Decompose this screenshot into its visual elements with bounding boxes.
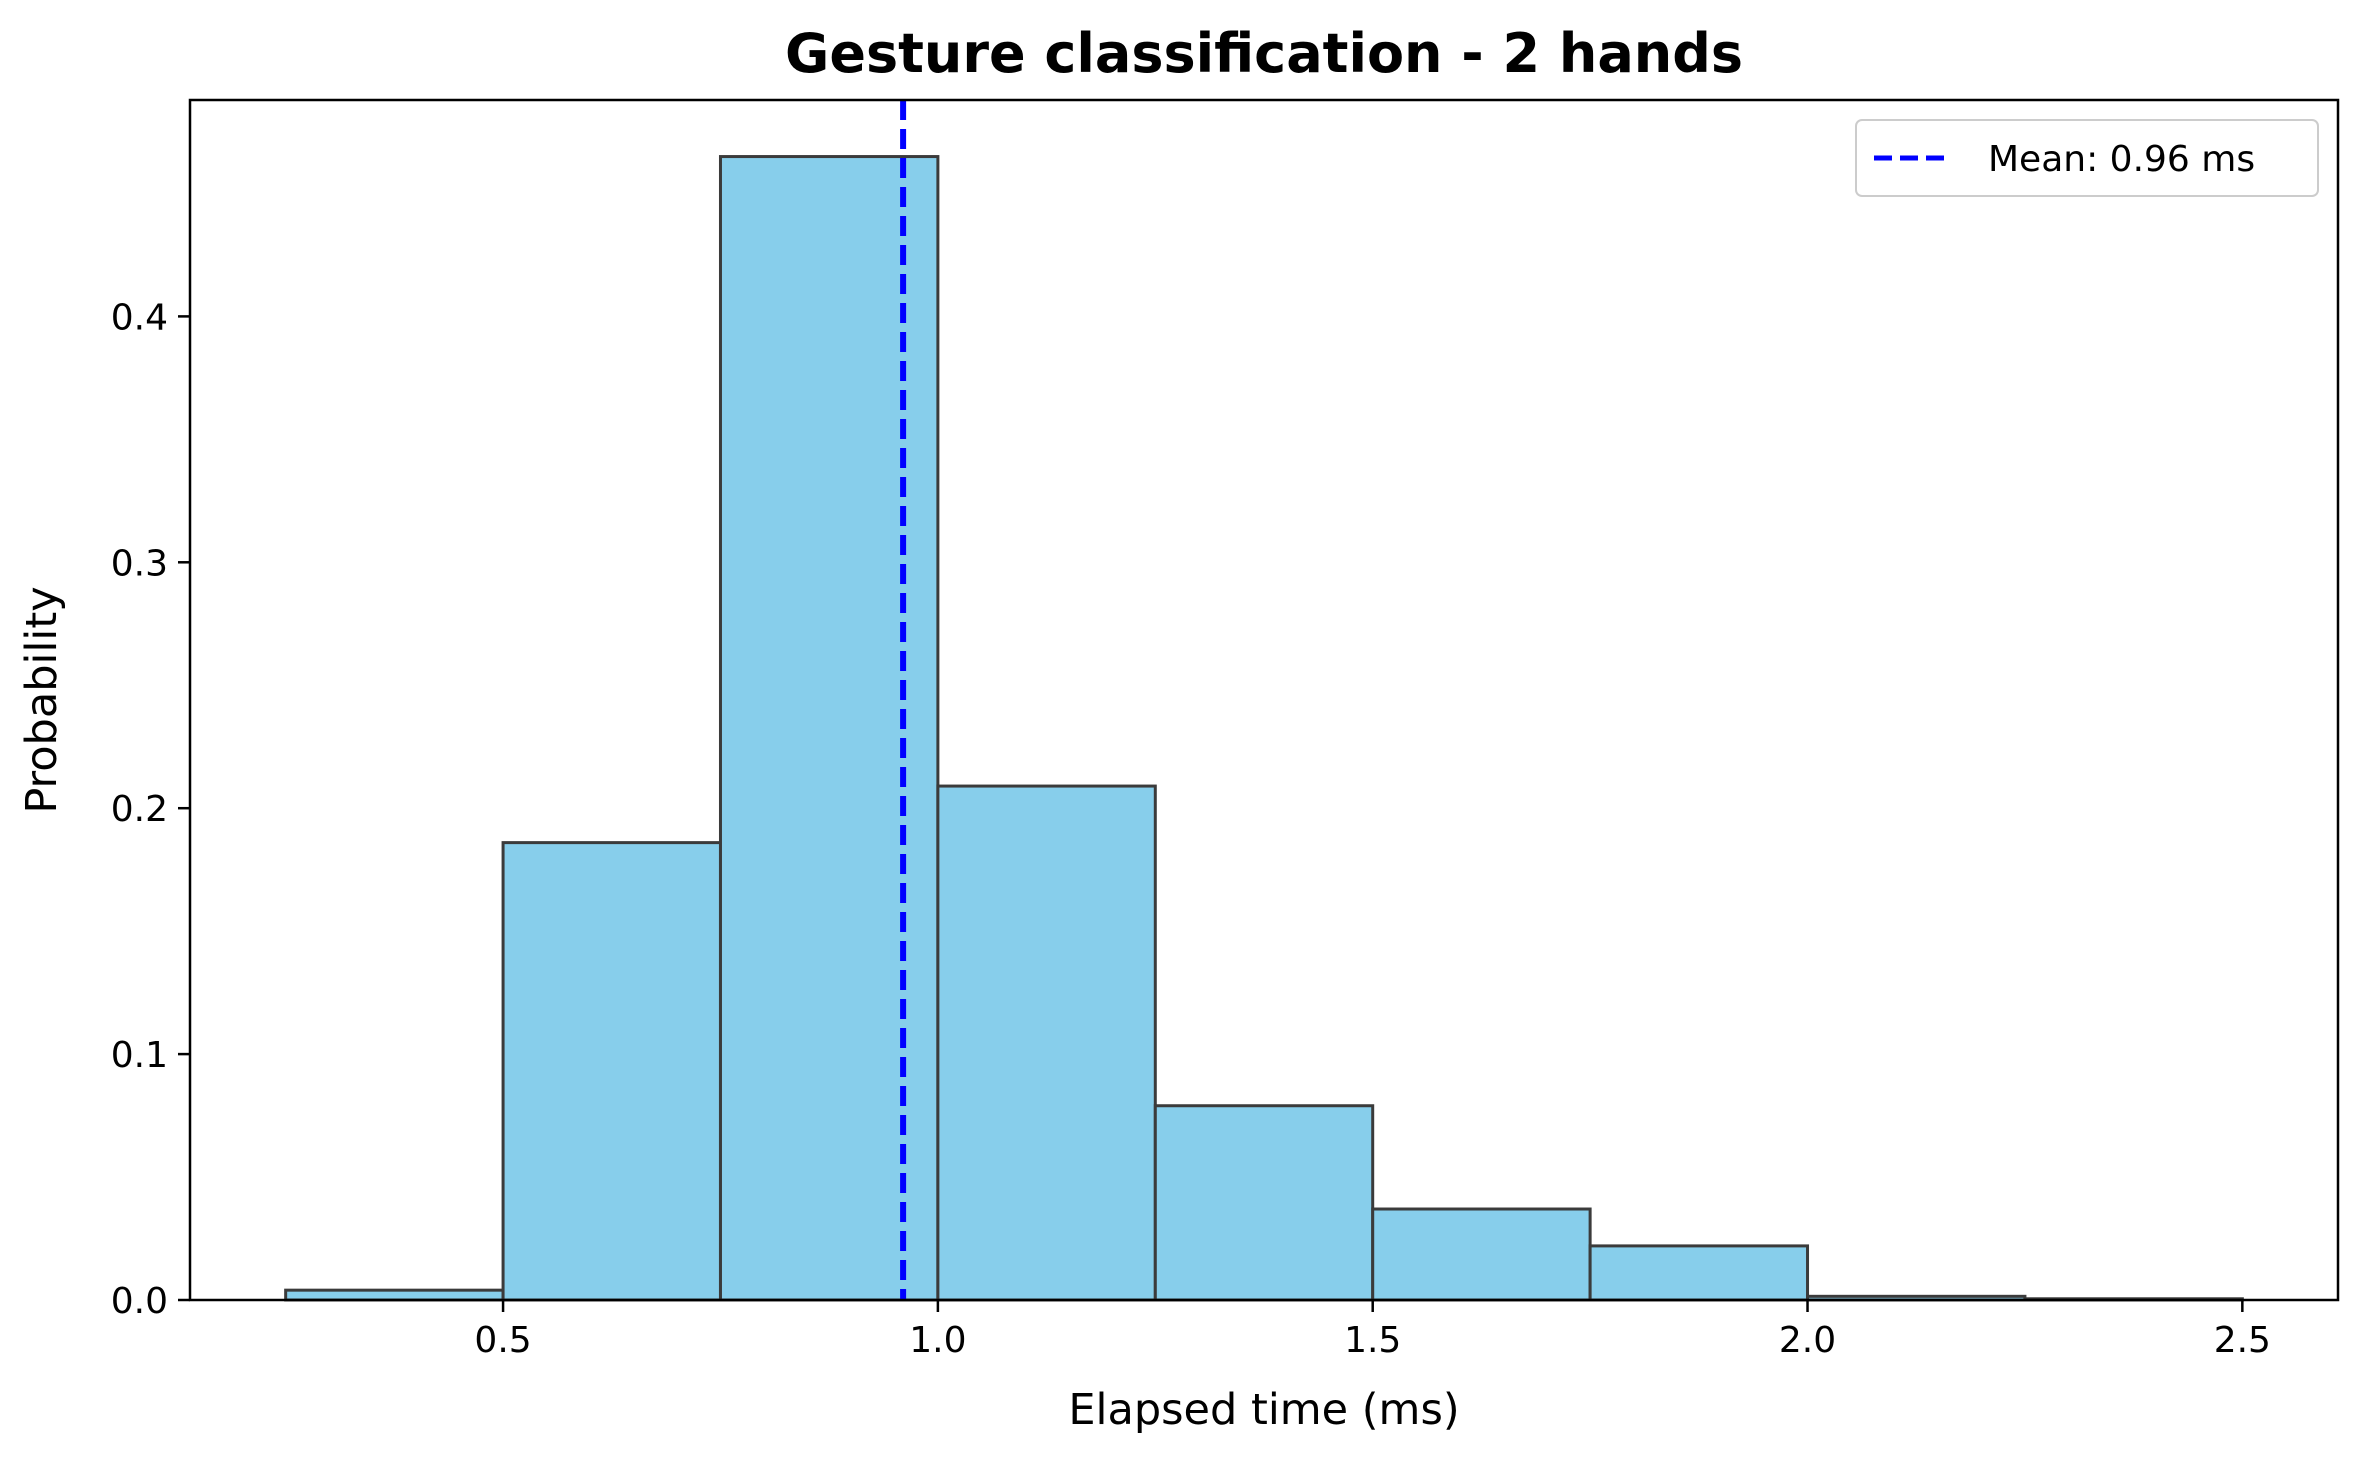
legend-box: [1855, 119, 2319, 197]
bars-group: [284, 155, 2244, 1302]
plot-frame: [188, 98, 2340, 1302]
histogram-bar: [1153, 1104, 1375, 1302]
x-axis-ticks: 0.5 1.0 1.5 2.0 2.5: [474, 1300, 2271, 1361]
x-tick-label: 0.5: [474, 1320, 531, 1361]
histogram-bar: [936, 784, 1157, 1302]
y-tick-label: 0.0: [111, 1281, 168, 1322]
x-tick-label: 2.0: [1779, 1320, 1836, 1361]
y-tick-label: 0.3: [111, 543, 168, 584]
x-tick-label: 2.5: [2214, 1320, 2271, 1361]
y-axis-label: Probability: [17, 586, 67, 813]
x-axis-label: Elapsed time (ms): [1068, 1385, 1459, 1435]
chart-title: Gesture classification - 2 hands: [785, 22, 1743, 85]
x-tick-label: 1.0: [909, 1320, 966, 1361]
x-tick-label: 1.5: [1344, 1320, 1401, 1361]
legend-mean-label: Mean: 0.96 ms: [1988, 139, 2255, 180]
y-tick-label: 0.4: [111, 297, 168, 338]
legend: Mean: 0.96 ms: [1855, 119, 2319, 197]
y-tick-label: 0.2: [111, 789, 168, 830]
histogram-bar: [1371, 1207, 1592, 1302]
histogram-bar: [1588, 1244, 1810, 1302]
y-axis-ticks: 0.0 0.1 0.2 0.3 0.4: [111, 297, 190, 1322]
histogram-bar: [501, 841, 722, 1302]
histogram-bar: [284, 1288, 505, 1302]
y-tick-label: 0.1: [111, 1035, 168, 1076]
